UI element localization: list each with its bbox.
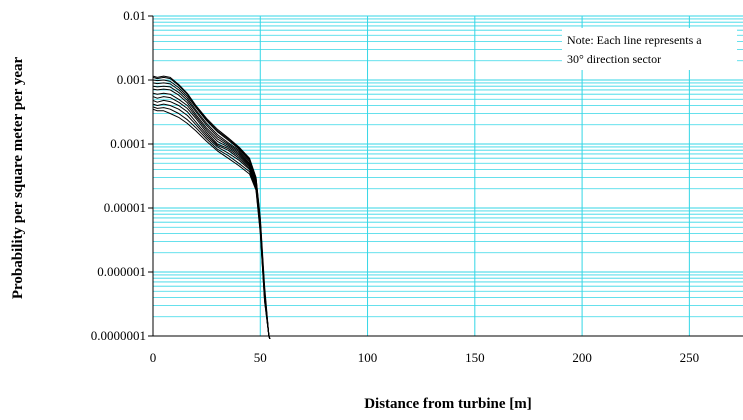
x-tick-label: 250 bbox=[680, 350, 700, 365]
x-axis-title: Distance from turbine [m] bbox=[364, 396, 532, 412]
series-line-2 bbox=[153, 76, 271, 339]
x-tick-label: 200 bbox=[572, 350, 592, 365]
x-tick-label: 0 bbox=[150, 350, 157, 365]
annotation-line-2: 30° direction sector bbox=[567, 52, 661, 66]
annotation-line-1: Note: Each line represents a bbox=[567, 33, 702, 47]
grid bbox=[152, 15, 743, 337]
series-line-9 bbox=[153, 99, 271, 339]
series-group bbox=[153, 75, 271, 339]
annotation-background bbox=[562, 28, 737, 70]
y-tick-label: 0.001 bbox=[117, 72, 146, 87]
y-tick-label: 0.0001 bbox=[110, 136, 146, 151]
y-axis-title: Probability per square meter per year bbox=[10, 57, 26, 300]
series-line-4 bbox=[153, 82, 271, 339]
x-tick-label: 50 bbox=[254, 350, 267, 365]
x-tick-label: 100 bbox=[358, 350, 378, 365]
y-tick-label: 0.0000001 bbox=[91, 328, 146, 343]
plot-frame bbox=[148, 15, 743, 337]
x-tick-label: 150 bbox=[465, 350, 485, 365]
y-tick-label: 0.00001 bbox=[104, 200, 146, 215]
series-line-12 bbox=[153, 108, 271, 339]
annotation-note: Note: Each line represents a 30° directi… bbox=[562, 28, 737, 70]
tick-labels: 0.0000001 0.000001 0.00001 0.0001 0.001 0.01 0… bbox=[91, 8, 699, 365]
y-tick-label: 0.01 bbox=[123, 8, 146, 23]
y-tick-label: 0.000001 bbox=[97, 264, 146, 279]
series-line-1 bbox=[153, 75, 271, 339]
series-line-6 bbox=[153, 88, 271, 339]
